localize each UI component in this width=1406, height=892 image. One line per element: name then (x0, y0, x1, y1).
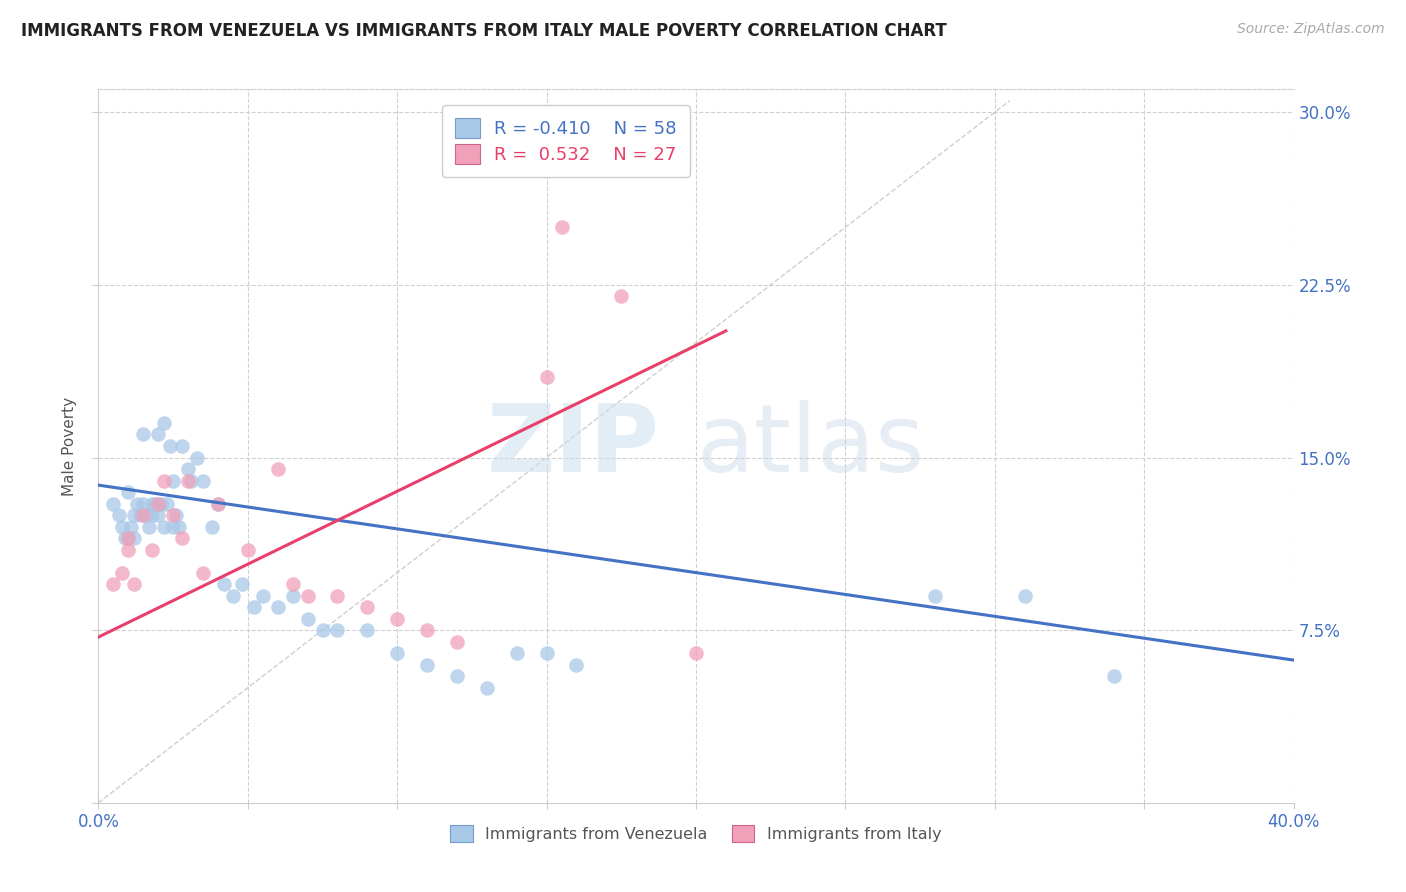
Point (506, 646, 529, 660)
Point (416, 657, 439, 672)
Point (111, 519, 134, 533)
Point (1104, 669, 1126, 683)
Point (1014, 589, 1036, 603)
Point (212, 577, 235, 591)
Point (207, 497, 229, 511)
Point (129, 508, 152, 522)
Point (162, 519, 184, 533)
Point (143, 497, 166, 511)
Point (281, 577, 304, 591)
Point (120, 519, 142, 533)
Point (297, 612, 319, 626)
Point (103, 497, 125, 511)
Point (385, 612, 409, 626)
Point (132, 508, 155, 522)
Point (243, 600, 266, 615)
Point (156, 497, 179, 511)
Point (148, 508, 170, 522)
Point (191, 566, 214, 580)
Point (124, 508, 146, 522)
Point (356, 623, 378, 637)
Point (162, 474, 184, 488)
Point (111, 566, 134, 580)
Point (326, 623, 349, 637)
Point (132, 427, 155, 442)
Point (148, 497, 170, 511)
Point (127, 497, 149, 511)
Text: IMMIGRANTS FROM VENEZUELA VS IMMIGRANTS FROM ITALY MALE POVERTY CORRELATION CHAR: IMMIGRANTS FROM VENEZUELA VS IMMIGRANTS … (21, 22, 946, 40)
Point (191, 474, 214, 488)
Point (141, 508, 163, 522)
Point (536, 646, 558, 660)
Point (201, 519, 224, 533)
Point (172, 439, 194, 453)
Point (124, 577, 146, 591)
Point (207, 497, 229, 511)
Point (177, 462, 200, 476)
Point (356, 600, 378, 615)
Point (172, 531, 194, 545)
Point (124, 531, 146, 545)
Point (536, 370, 558, 384)
Point (165, 508, 187, 522)
Point (162, 508, 184, 522)
Point (153, 474, 176, 488)
Point (150, 497, 173, 511)
Point (222, 589, 245, 603)
Point (167, 519, 190, 533)
Point (117, 531, 139, 545)
Text: Source: ZipAtlas.com: Source: ZipAtlas.com (1237, 22, 1385, 37)
Point (446, 634, 468, 648)
Point (475, 681, 498, 695)
Point (252, 589, 274, 603)
Point (610, 289, 633, 303)
Point (446, 669, 468, 683)
Point (148, 427, 170, 442)
Point (141, 497, 163, 511)
Text: atlas: atlas (696, 400, 924, 492)
Point (117, 485, 139, 500)
Point (231, 577, 253, 591)
Point (685, 646, 707, 660)
Point (153, 519, 176, 533)
Point (267, 462, 290, 476)
Point (132, 497, 155, 511)
Text: ZIP: ZIP (488, 400, 661, 492)
Point (326, 589, 349, 603)
Point (311, 623, 333, 637)
Point (117, 531, 139, 545)
Point (385, 646, 409, 660)
Point (416, 623, 439, 637)
Legend: Immigrants from Venezuela, Immigrants from Italy: Immigrants from Venezuela, Immigrants fr… (444, 819, 948, 848)
Point (153, 416, 176, 430)
Point (186, 450, 208, 465)
Point (138, 519, 160, 533)
Point (148, 497, 170, 511)
Point (141, 542, 163, 557)
Point (550, 220, 572, 235)
Point (108, 508, 131, 522)
Point (267, 600, 290, 615)
Point (297, 589, 319, 603)
Point (281, 589, 304, 603)
Point (114, 531, 136, 545)
Point (135, 508, 157, 522)
Point (103, 577, 125, 591)
Point (180, 474, 202, 488)
Point (159, 439, 181, 453)
Point (924, 589, 946, 603)
Point (177, 474, 200, 488)
Point (565, 657, 588, 672)
Point (117, 542, 139, 557)
Y-axis label: Male Poverty: Male Poverty (62, 396, 77, 496)
Point (236, 542, 259, 557)
